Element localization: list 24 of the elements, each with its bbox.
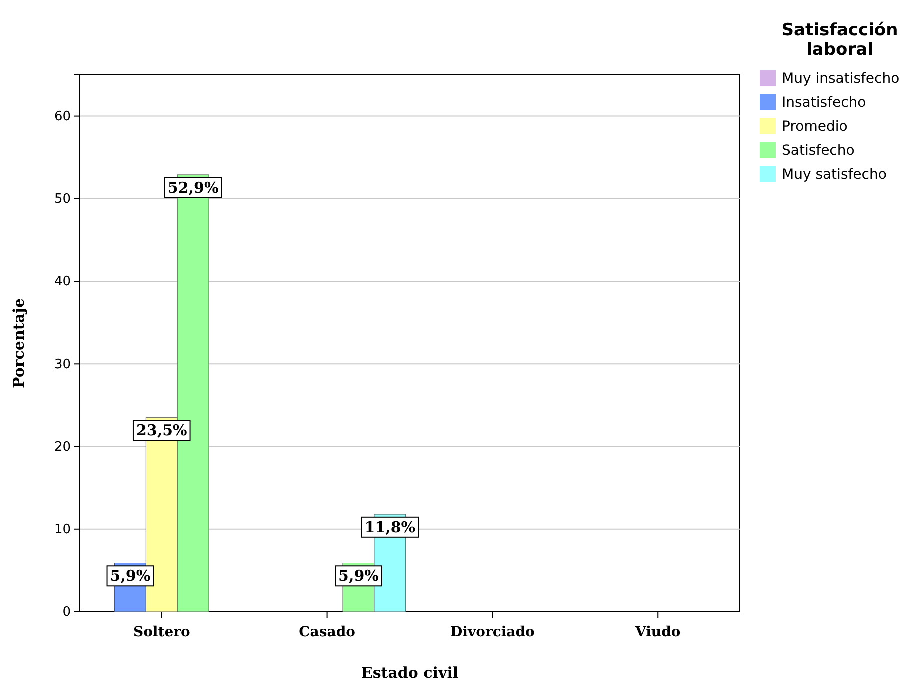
x-tick-label: Divorciado [450,624,535,640]
x-tick-label: Viudo [634,624,681,640]
data-label: 5,9% [110,567,151,586]
legend-title: Satisfacción laboral [782,20,898,60]
legend-label: Insatisfecho [782,95,866,111]
x-tick-label: Soltero [133,624,190,640]
data-label: 23,5% [136,422,188,440]
data-label: 11,8% [364,518,416,536]
y-tick-label: 30 [54,357,71,372]
y-axis-title: Porcentaje [10,298,28,388]
data-label: 5,9% [338,567,379,586]
legend-label: Muy satisfecho [782,167,887,183]
legend-label: Promedio [782,119,848,135]
data-label: 52,9% [168,178,219,197]
y-tick-label: 60 [54,109,71,124]
legend-label: Muy insatisfecho [782,71,900,87]
y-tick-label: 0 [62,605,71,620]
x-tick-label: Casado [299,624,356,640]
x-axis-title: Estado civil [361,664,459,682]
legend-label: Satisfecho [782,143,855,159]
y-tick-label: 10 [54,522,71,538]
y-tick-label: 50 [54,192,71,208]
y-tick-label: 40 [54,274,71,290]
y-tick-label: 20 [54,440,71,455]
